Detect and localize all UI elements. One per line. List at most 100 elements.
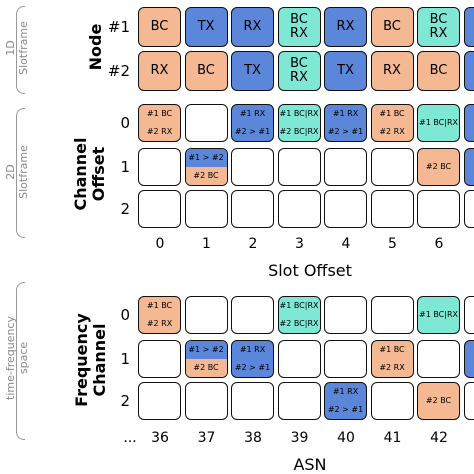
cell-line-1: #1 BC bbox=[379, 109, 405, 118]
schedule-cell: #1 BC|RX #2 BC|RX bbox=[277, 104, 321, 142]
schedule-cell: #1 BC|RX bbox=[417, 296, 460, 334]
cell-top-half: #1 > #2 bbox=[185, 149, 227, 167]
cell-line-1: #1 BC|RX bbox=[418, 310, 458, 319]
schedule-cell: #1 > #2 #2 BC bbox=[184, 340, 228, 378]
cell-line-1: #1 RX bbox=[332, 387, 359, 396]
schedule-cell bbox=[277, 382, 321, 420]
schedule-cell: #1 BC #2 RX bbox=[370, 340, 414, 378]
slot-cell: RX bbox=[324, 7, 367, 47]
slot-offset-tick: 2 bbox=[248, 236, 258, 252]
slot-offset-tick: 1 bbox=[202, 236, 211, 252]
schedule-cell: #2 BC bbox=[417, 148, 460, 186]
schedule-cell bbox=[231, 190, 274, 228]
row-index-label: 1 bbox=[120, 350, 130, 368]
node-label: #2 bbox=[107, 62, 130, 80]
cell-line-1: #2 BC bbox=[425, 396, 452, 405]
label-1d-slotframe: 1D Slotframe bbox=[4, 21, 30, 75]
slot-cell: BC RX bbox=[277, 7, 321, 47]
schedule-cell bbox=[370, 190, 414, 228]
schedule-cell bbox=[370, 148, 414, 186]
cell-top-half: #1 > #2 bbox=[185, 341, 227, 359]
cell-line-1: #1 BC bbox=[146, 301, 173, 310]
asn-tick: ... bbox=[123, 430, 137, 446]
cell-line-2: #2 BC|RX bbox=[279, 127, 319, 136]
schedule-cell bbox=[138, 190, 181, 228]
slot-cell: BC RX bbox=[417, 7, 460, 47]
schedule-cell: #1 RX #2 > #1 bbox=[231, 340, 274, 378]
schedule-cell bbox=[417, 190, 460, 228]
slot-cell: TX bbox=[231, 51, 274, 91]
slot-cell: TX bbox=[324, 51, 367, 91]
cell-bottom-half: #2 BC bbox=[185, 167, 227, 185]
cell-line-1: #1 BC|RX bbox=[279, 109, 319, 118]
cell-line-1 bbox=[465, 149, 474, 185]
node-label: #1 bbox=[107, 18, 130, 36]
asn-tick: 37 bbox=[197, 430, 216, 446]
cell-line-2: #2 > #1 bbox=[234, 363, 271, 372]
schedule-cell: #1 BC|RX #2 BC|RX bbox=[277, 296, 321, 334]
slot-offset-tick: 3 bbox=[295, 236, 304, 252]
cell-line-1: #1 BC|RX bbox=[418, 118, 458, 127]
slot-offset-tick: 4 bbox=[341, 236, 351, 252]
asn-tick: 40 bbox=[337, 430, 355, 446]
slot-offset-tick: 0 bbox=[155, 236, 165, 252]
slot-cell: BC bbox=[138, 7, 181, 47]
slot-cell: BC bbox=[370, 7, 414, 47]
slot-offset-tick: 6 bbox=[434, 236, 444, 252]
schedule-cell: #1 BC #2 RX bbox=[138, 296, 181, 334]
schedule-cell: #1 RX #2 > #1 bbox=[324, 104, 367, 142]
cell-line-1: #1 BC bbox=[379, 345, 405, 354]
asn-tick: 42 bbox=[430, 430, 448, 446]
schedule-cell bbox=[417, 340, 460, 378]
asn-tick: 43 bbox=[464, 430, 474, 446]
schedule-cell bbox=[231, 148, 274, 186]
cell-line-1: #1 RX bbox=[239, 345, 266, 354]
cell-line-1: #1 RX bbox=[239, 109, 266, 118]
label-timefreq-space: time-frequency space bbox=[4, 316, 30, 400]
asn-tick: 41 bbox=[383, 430, 402, 446]
schedule-cell bbox=[463, 296, 474, 334]
cell-line-1 bbox=[465, 341, 474, 377]
schedule-cell bbox=[463, 340, 474, 378]
schedule-cell: #1 BC #2 RX bbox=[370, 104, 414, 142]
schedule-cell bbox=[324, 190, 367, 228]
schedule-cell bbox=[463, 148, 474, 186]
cell-line-2: #2 > #1 bbox=[234, 127, 271, 136]
schedule-cell: #1 RX #2 > #1 bbox=[324, 382, 367, 420]
schedule-cell bbox=[324, 148, 367, 186]
schedule-cell bbox=[324, 340, 367, 378]
schedule-cell bbox=[138, 340, 181, 378]
cell-line-1: #1 BC|RX bbox=[279, 301, 319, 310]
row-index-label: 2 bbox=[120, 200, 130, 218]
schedule-cell: #1 RX #2 > #1 bbox=[231, 104, 274, 142]
schedule-cell bbox=[324, 296, 367, 334]
cell-line-1: #1 BC bbox=[146, 109, 173, 118]
cell-line-2: #2 RX bbox=[379, 363, 405, 372]
schedule-cell: #1 > #2 #2 BC bbox=[184, 148, 228, 186]
cell-line-2: #2 > #1 bbox=[327, 127, 364, 136]
axis-title-asn: ASN bbox=[293, 455, 327, 474]
cell-line-1: #2 BC bbox=[425, 162, 452, 171]
row-index-label: 0 bbox=[120, 114, 130, 132]
cell-line-1 bbox=[465, 105, 474, 141]
schedule-cell bbox=[277, 340, 321, 378]
schedule-cell: #1 BC|RX bbox=[417, 104, 460, 142]
cell-bottom-half: #2 BC bbox=[185, 359, 227, 377]
slot-offset-tick: 7 bbox=[464, 236, 474, 252]
axis-title-slot-offset: Slot Offset bbox=[268, 261, 352, 280]
row-index-label: 1 bbox=[120, 158, 130, 176]
cell-line-2: #2 BC|RX bbox=[279, 319, 319, 328]
schedule-cell bbox=[231, 296, 274, 334]
cell-line-2: #2 RX bbox=[146, 127, 173, 136]
schedule-cell: #1 BC #2 RX bbox=[138, 104, 181, 142]
asn-tick: 36 bbox=[151, 430, 169, 446]
slot-offset-tick: 5 bbox=[388, 236, 397, 252]
cell-line-2: #2 RX bbox=[146, 319, 173, 328]
schedule-cell bbox=[277, 190, 321, 228]
bracket-2d bbox=[16, 108, 25, 238]
schedule-cell: #2 BC bbox=[417, 382, 460, 420]
slot-cell: BC RX bbox=[277, 51, 321, 91]
slot-cell: BC bbox=[184, 51, 228, 91]
asn-tick: 39 bbox=[290, 430, 309, 446]
